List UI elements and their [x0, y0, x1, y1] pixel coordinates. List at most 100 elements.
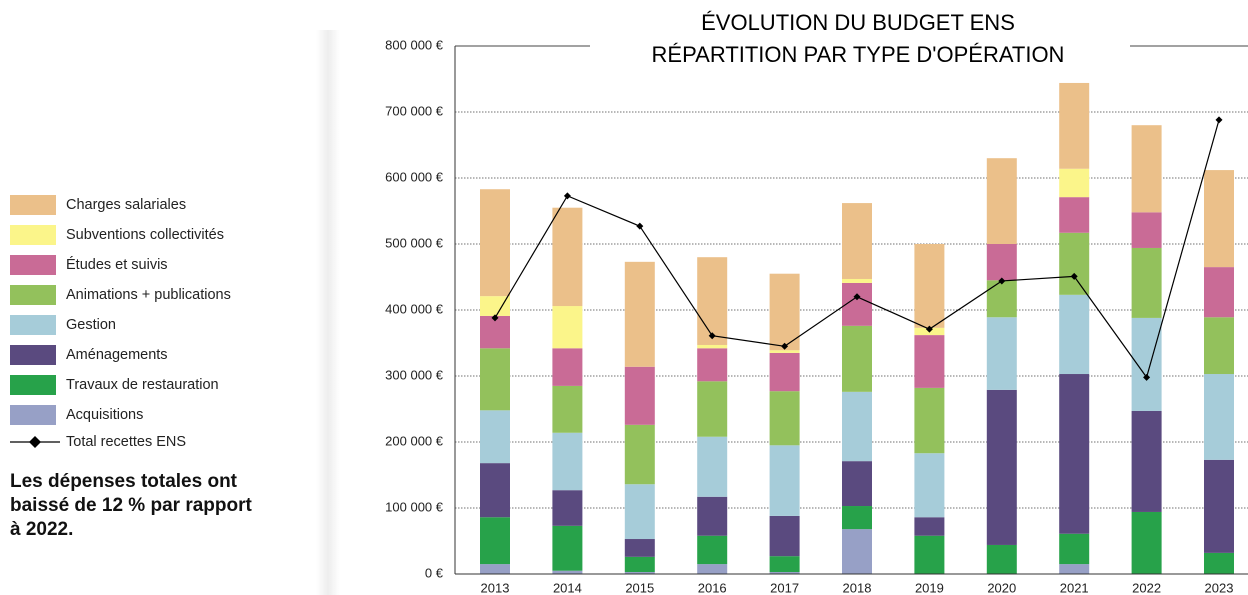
bar-segment — [552, 525, 583, 571]
bar-segment — [480, 410, 510, 464]
divider-shadow — [316, 30, 340, 595]
bar-segment — [914, 387, 945, 454]
bar-segment — [986, 280, 1017, 318]
bar-segment — [480, 564, 510, 574]
bar-segment — [1059, 197, 1090, 233]
bar-segment — [769, 352, 800, 392]
bar-segment — [1131, 247, 1162, 318]
y-tick-label: 600 000 € — [385, 169, 444, 184]
bar-segment — [1059, 82, 1090, 169]
bar-segment — [914, 517, 945, 536]
legend-label: Subventions collectivités — [66, 227, 224, 243]
bar-segment — [986, 389, 1017, 545]
legend-item: Total recettes ENS — [10, 430, 231, 454]
legend-swatch — [10, 405, 56, 425]
bar-segment — [986, 544, 1017, 574]
bar-segment — [1059, 168, 1090, 198]
line-marker — [636, 222, 644, 230]
legend-item: Acquisitions — [10, 400, 231, 430]
bar-segment — [552, 490, 583, 526]
bar-segment — [552, 385, 583, 433]
legend-item: Animations + publications — [10, 280, 231, 310]
y-tick-label: 100 000 € — [385, 499, 444, 514]
bar-segment — [480, 348, 510, 411]
bar-segment — [624, 484, 655, 540]
bar-segment — [480, 517, 510, 565]
bar-segment — [986, 317, 1017, 390]
bar-segment — [480, 189, 510, 297]
note: Les dépenses totales ont baissé de 12 % … — [10, 471, 252, 540]
legend-swatch — [10, 195, 56, 215]
bar-segment — [1059, 294, 1090, 375]
legend-swatch — [10, 345, 56, 365]
bar-segment — [914, 335, 945, 388]
legend-label: Acquisitions — [66, 407, 144, 423]
x-tick-label: 2015 — [625, 580, 654, 595]
bar-segment — [986, 158, 1017, 244]
bar-segment — [986, 244, 1017, 281]
legend-item: Charges salariales — [10, 190, 231, 220]
bar-segment — [914, 244, 945, 328]
bar-segment — [842, 203, 872, 279]
bar-segment — [624, 572, 655, 574]
legend-label: Travaux de restauration — [66, 377, 219, 393]
bar-segment — [914, 453, 945, 518]
bar-segment — [624, 539, 655, 557]
bar-segment — [697, 348, 728, 382]
x-tick-label: 2019 — [915, 580, 944, 595]
legend: Charges salariales Subventions collectivi… — [10, 190, 231, 454]
line-marker — [1070, 272, 1078, 280]
bar-segment — [1131, 212, 1162, 248]
x-tick-label: 2020 — [987, 580, 1016, 595]
y-tick-label: 300 000 € — [385, 367, 444, 382]
bar-segment — [1204, 317, 1234, 375]
legend-swatch — [10, 225, 56, 245]
bar-segment — [480, 296, 510, 316]
legend-item: Études et suivis — [10, 250, 231, 280]
y-tick-label: 400 000 € — [385, 301, 444, 316]
bar-segment — [1131, 410, 1162, 512]
bar-segment — [1131, 125, 1162, 213]
legend-label: Études et suivis — [66, 257, 168, 273]
x-tick-label: 2021 — [1060, 580, 1089, 595]
bar-segment — [842, 461, 872, 507]
bar-segment — [842, 506, 872, 530]
line-marker — [1215, 116, 1223, 124]
bar-segment — [552, 570, 583, 574]
bar-segment — [1059, 533, 1090, 565]
line-marker — [781, 342, 789, 350]
bar-segment — [1204, 267, 1234, 318]
y-tick-label: 500 000 € — [385, 235, 444, 250]
bar-segment — [697, 564, 728, 574]
bar-segment — [697, 496, 728, 536]
legend-swatch — [10, 375, 56, 395]
bar-segment — [1204, 374, 1234, 460]
legend-marker — [29, 436, 41, 448]
bar-segment — [842, 278, 872, 283]
bar-segment — [480, 463, 510, 518]
bar-segment — [624, 424, 655, 485]
bar-segment — [842, 529, 872, 574]
bar-segment — [1204, 170, 1234, 268]
x-tick-label: 2018 — [843, 580, 872, 595]
bar-segment — [769, 515, 800, 557]
line-marker — [925, 325, 933, 333]
bar-segment — [552, 306, 583, 349]
legend-swatch — [10, 255, 56, 275]
x-tick-label: 2023 — [1205, 580, 1234, 595]
bar-segment — [697, 381, 728, 437]
x-tick-label: 2017 — [770, 580, 799, 595]
legend-item: Aménagements — [10, 340, 231, 370]
legend-label: Animations + publications — [66, 287, 231, 303]
y-tick-label: 200 000 € — [385, 433, 444, 448]
bar-segment — [842, 325, 872, 392]
y-tick-label: 800 000 € — [385, 37, 444, 52]
bar-segment — [624, 556, 655, 573]
bar-segment — [769, 572, 800, 574]
legend-swatch — [10, 315, 56, 335]
bar-segment — [842, 282, 872, 326]
legend-label: Total recettes ENS — [66, 434, 187, 450]
line-marker — [998, 277, 1006, 285]
